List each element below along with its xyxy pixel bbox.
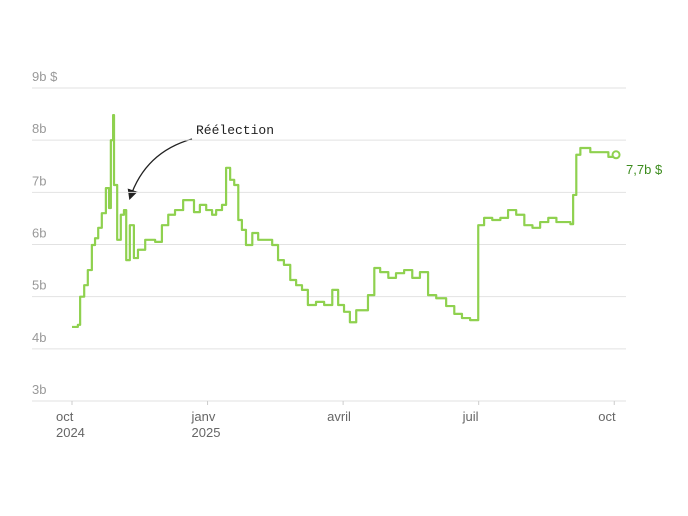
x-tick-label: janv 2025	[191, 409, 221, 440]
y-tick-label: 5b	[32, 278, 46, 293]
y-tick-label: 3b	[32, 382, 46, 397]
y-tick-label: 8b	[32, 121, 46, 136]
x-tick-label: oct 2024	[55, 409, 85, 440]
line	[71, 114, 618, 329]
annotation: Réélection	[196, 123, 274, 138]
x-tick-label: oct	[598, 409, 616, 424]
y-tick-label: 6b	[32, 226, 46, 241]
y-tick-label: 4b	[32, 330, 46, 345]
x-tick-label: juil	[462, 409, 479, 424]
y-tick-label: 7b	[32, 173, 46, 188]
x-tick-label: avril	[327, 409, 351, 424]
annotation-arrow	[127, 138, 193, 200]
y-tick-label: 9b $	[32, 69, 58, 84]
end-marker	[611, 150, 621, 160]
end-label: 7,7b $	[626, 162, 663, 177]
